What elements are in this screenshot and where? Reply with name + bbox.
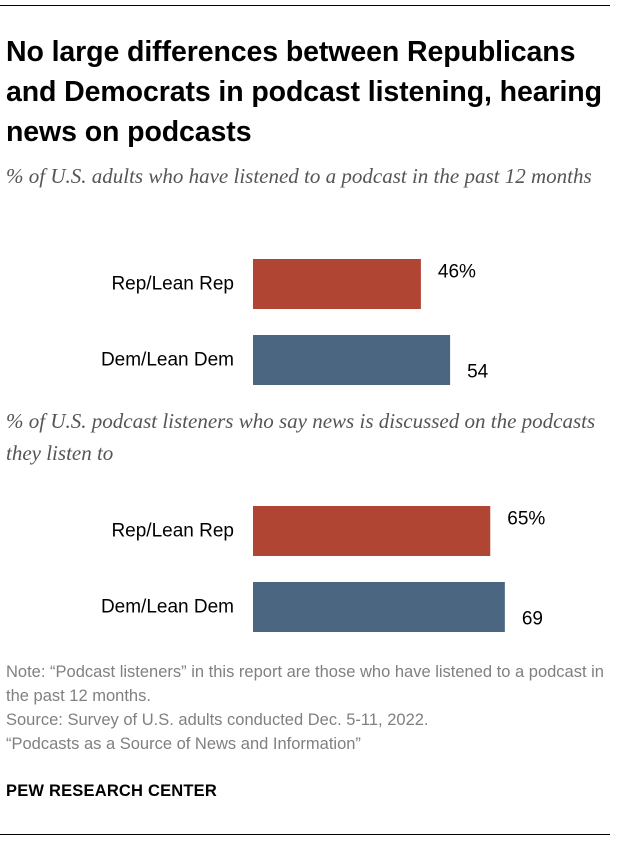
bar xyxy=(253,506,491,556)
value-label: 54 xyxy=(467,362,489,383)
chart-podcast-listening-svg: Rep/Lean Rep 46% Dem/Lean Dem 54 xyxy=(101,259,489,385)
value-label: 69 xyxy=(522,609,543,630)
chart-1-subtitle: % of U.S. adults who have listened to a … xyxy=(6,164,592,188)
footnote-note: Note: “Podcast listeners” in this report… xyxy=(6,663,604,705)
top-rule xyxy=(0,5,610,6)
brand-label: PEW RESEARCH CENTER xyxy=(6,782,217,800)
chart-title: No large differences between Republicans… xyxy=(6,36,602,148)
value-label: 46% xyxy=(438,262,476,283)
footnote-report: “Podcasts as a Source of News and Inform… xyxy=(6,735,361,753)
chart-news-on-podcasts: Rep/Lean Rep 65% Dem/Lean Dem 69 xyxy=(0,497,620,637)
category-label: Dem/Lean Dem xyxy=(101,597,234,618)
bar xyxy=(253,582,505,632)
chart-podcast-listening: Rep/Lean Rep 46% Dem/Lean Dem 54 xyxy=(0,250,620,390)
category-label: Dem/Lean Dem xyxy=(101,350,234,371)
category-label: Rep/Lean Rep xyxy=(111,274,234,295)
chart-news-on-podcasts-svg: Rep/Lean Rep 65% Dem/Lean Dem 69 xyxy=(101,506,545,632)
bottom-rule xyxy=(0,834,610,835)
value-label: 65% xyxy=(507,509,545,530)
bar xyxy=(253,259,421,309)
category-label: Rep/Lean Rep xyxy=(111,521,234,542)
bar xyxy=(253,335,451,385)
chart-2-subtitle: % of U.S. podcast listeners who say news… xyxy=(6,409,596,465)
footnote-source: Source: Survey of U.S. adults conducted … xyxy=(6,711,429,729)
